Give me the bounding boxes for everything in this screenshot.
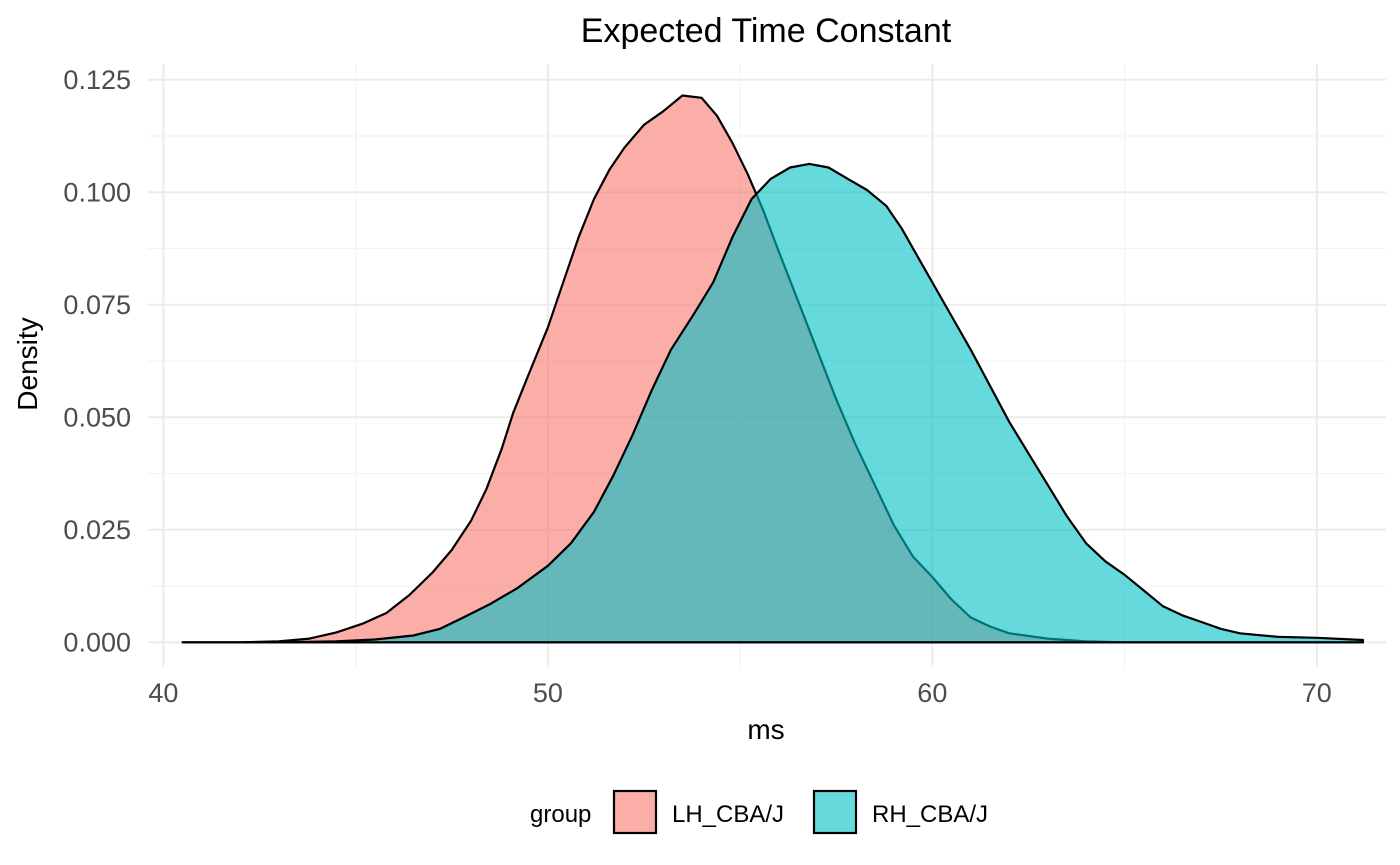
y-axis-title: Density <box>12 317 43 410</box>
y-tick-label: 0.050 <box>63 402 131 432</box>
legend-title: group <box>530 801 591 828</box>
y-tick-label: 0.025 <box>63 515 131 545</box>
legend-label: RH_CBA/J <box>872 801 988 828</box>
series-areas <box>181 94 1364 644</box>
x-axis-title: ms <box>747 714 784 745</box>
y-tick-label: 0.075 <box>63 290 131 320</box>
y-tick-label: 0.125 <box>63 65 131 95</box>
x-tick-label: 50 <box>533 678 563 708</box>
x-tick-label: 70 <box>1302 678 1332 708</box>
legend-key <box>812 789 858 835</box>
x-tick-label: 40 <box>148 678 178 708</box>
y-tick-label: 0.000 <box>63 627 131 657</box>
chart-title: Expected Time Constant <box>581 12 952 50</box>
density-area-rh-cba-j <box>181 162 1364 644</box>
y-tick-label: 0.100 <box>63 177 131 207</box>
legend-label: LH_CBA/J <box>672 801 784 828</box>
legend-key <box>612 789 658 835</box>
tick-labels: 40 50 60 70 0.000 0.025 0.050 0.075 0.100 0.125 <box>63 65 1331 708</box>
x-tick-label: 60 <box>917 678 947 708</box>
legend: group LH_CBA/J RH_CBA/J <box>530 789 988 835</box>
